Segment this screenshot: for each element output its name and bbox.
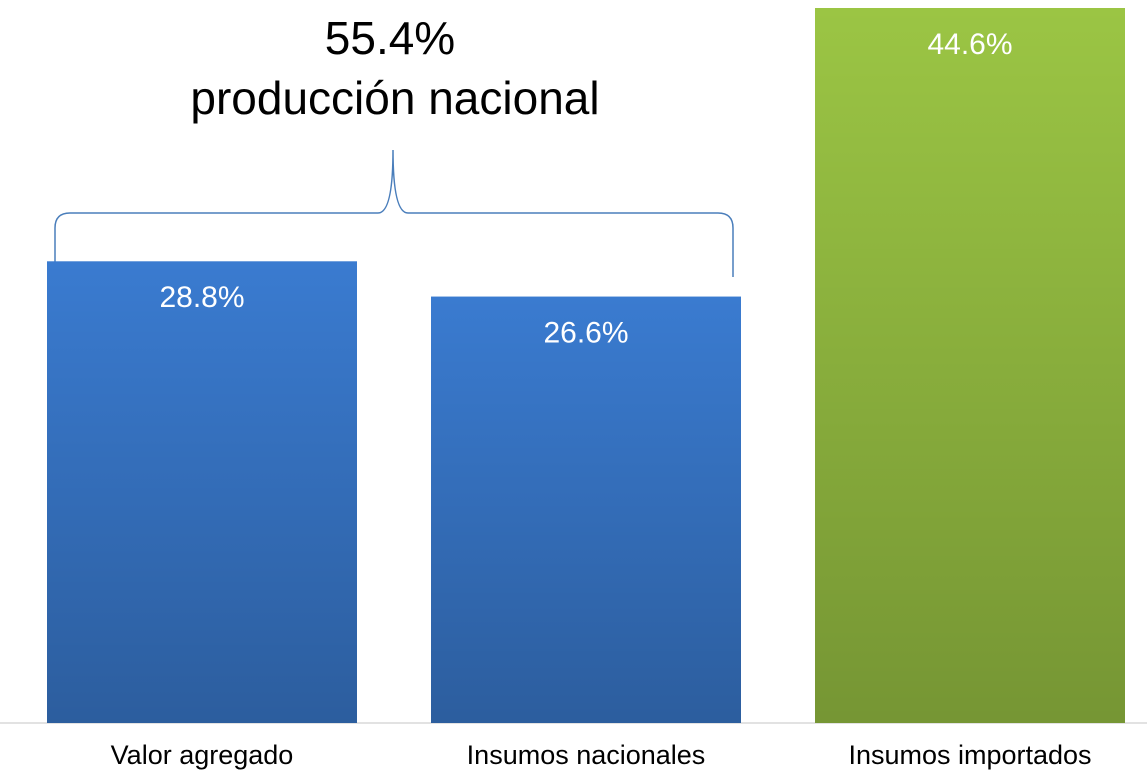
annotation-value: 55.4%: [325, 12, 455, 64]
value-label: 26.6%: [543, 316, 628, 349]
value-label: 44.6%: [927, 28, 1012, 61]
bar-shade: [815, 8, 1125, 723]
brace: [54, 149, 734, 277]
value-label: 28.8%: [159, 281, 244, 314]
annotation-text: producción nacional: [190, 72, 599, 124]
bar-shade: [431, 296, 741, 723]
x-tick-label: Insumos nacionales: [467, 740, 706, 770]
x-tick-label: Valor agregado: [111, 740, 294, 770]
x-tick-label: Insumos importados: [848, 740, 1091, 770]
bar-shade: [47, 261, 357, 723]
